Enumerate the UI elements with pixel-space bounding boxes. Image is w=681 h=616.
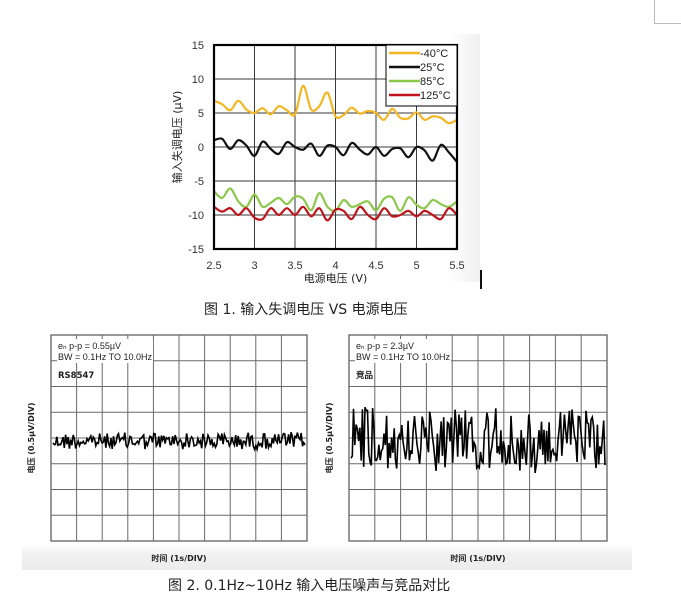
x-axis-title: 电源电压 (V) xyxy=(304,271,368,285)
offset-voltage-chart: 15 10 5 0 -5 -10 -152.5 3 3.5 4 4.5 5 5.5 电源电压 (V) 输入失… xyxy=(170,40,465,285)
page-corner-mark xyxy=(654,0,681,24)
figure2-background-band xyxy=(22,544,632,570)
y-tick-label: 5 xyxy=(198,108,204,120)
x-tick-label: 3.5 xyxy=(287,260,302,272)
plot-area: 15 10 5 0 -5 -10 -152.5 3 3.5 4 4.5 5 5.5 电源电压 (V) 输入失… xyxy=(170,40,465,285)
x-tick-label: 4 xyxy=(332,260,338,272)
x-axis-title: 时间 (1s/DIV) xyxy=(151,553,206,563)
y-tick-label: 0 xyxy=(198,142,204,154)
bandwidth-label: BW = 0.1Hz TO 10.0Hz xyxy=(356,352,450,362)
y-axis-title: 电压 (0.5µV/DIV) xyxy=(324,402,334,473)
y-axis-title: 电压 (0.5µV/DIV) xyxy=(26,402,36,473)
bandwidth-label: BW = 0.1Hz TO 10.0Hz xyxy=(58,352,152,362)
y-tick-label: -5 xyxy=(194,176,204,188)
y-tick-label: 10 xyxy=(192,74,204,86)
device-label: RS8547 xyxy=(58,371,94,381)
x-tick-label: 4.5 xyxy=(368,260,383,272)
legend: -40°C 25°C 85°C 125°C xyxy=(385,44,458,107)
noise-pp-label: eₙ p-p = 0.55µV xyxy=(58,341,121,351)
y-tick-label: 15 xyxy=(192,40,204,52)
series-line xyxy=(213,205,458,222)
figure2-caption: 图 2. 0.1Hz~10Hz 输入电压噪声与竞品对比 xyxy=(168,578,451,594)
device-label: 竞品 xyxy=(355,370,374,381)
series-line xyxy=(213,84,458,125)
noise-trace xyxy=(52,431,306,453)
y-tick-label: -10 xyxy=(188,210,204,222)
legend-label: 125°C xyxy=(420,90,451,102)
series-line xyxy=(213,137,458,163)
noise-pp-label: eₙ p-p = 2.3µV xyxy=(356,341,414,351)
noise-trace xyxy=(350,406,606,474)
legend-label: 25°C xyxy=(420,62,445,74)
legend-label: 85°C xyxy=(420,76,445,88)
x-tick-label: 5 xyxy=(413,260,419,272)
plot-frame xyxy=(212,43,459,251)
legend-label: -40°C xyxy=(420,48,448,60)
x-axis-title: 时间 (1s/DIV) xyxy=(450,553,505,563)
x-tick-label: 3 xyxy=(251,260,257,272)
figure1-caption: 图 1. 输入失调电压 VS 电源电压 xyxy=(204,302,408,318)
y-tick-label: -15 xyxy=(188,244,204,256)
x-tick-label: 5.5 xyxy=(449,260,464,272)
x-tick-label: 2.5 xyxy=(206,260,221,272)
y-axis-title: 输入失调电压 (µV) xyxy=(170,91,184,184)
text-cursor xyxy=(480,270,482,289)
